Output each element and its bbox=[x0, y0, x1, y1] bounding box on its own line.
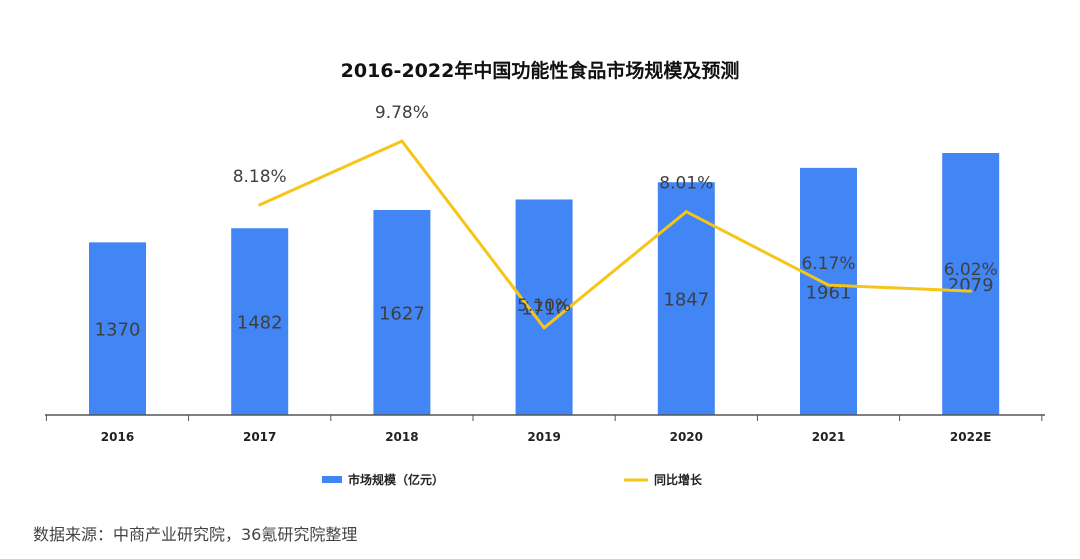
growth-value-label: 6.02% bbox=[944, 260, 998, 280]
growth-point bbox=[400, 139, 404, 143]
bar-value-label: 1370 bbox=[95, 320, 141, 341]
bar bbox=[373, 209, 431, 415]
growth-value-label: 5.10% bbox=[517, 296, 571, 316]
x-tick-label: 2017 bbox=[243, 430, 276, 444]
bar-value-label: 1627 bbox=[379, 303, 425, 324]
bar-value-label: 1482 bbox=[237, 313, 283, 334]
growth-line bbox=[259, 139, 971, 330]
x-tick-label: 2018 bbox=[385, 430, 418, 444]
growth-point bbox=[542, 326, 546, 330]
growth-point bbox=[684, 210, 688, 214]
bar bbox=[800, 167, 857, 415]
x-tick-label: 2019 bbox=[527, 430, 560, 444]
chart-title: 2016-2022年中国功能性食品市场规模及预测 bbox=[340, 60, 740, 82]
growth-value-label: 9.78% bbox=[375, 103, 429, 123]
x-tick-label: 2021 bbox=[812, 430, 845, 444]
bar-value-label: 1961 bbox=[806, 282, 852, 303]
source-note: 数据来源：中商产业研究院，36氪研究院整理 bbox=[33, 525, 358, 544]
x-tick-label: 2022E bbox=[950, 430, 992, 444]
x-tick-label: 2020 bbox=[670, 430, 703, 444]
growth-value-label: 8.01% bbox=[659, 174, 713, 194]
bar bbox=[89, 242, 146, 415]
x-tick-label: 2016 bbox=[101, 430, 134, 444]
legend-swatch-bar bbox=[322, 476, 342, 483]
bar-value-label: 1847 bbox=[663, 290, 709, 311]
bar bbox=[942, 153, 1000, 415]
growth-point bbox=[827, 283, 830, 287]
legend-label-bar: 市场规模（亿元） bbox=[348, 472, 444, 487]
growth-value-label: 6.17% bbox=[801, 254, 855, 274]
growth-point bbox=[969, 289, 973, 293]
bar bbox=[231, 228, 289, 415]
growth-value-label: 8.18% bbox=[233, 167, 287, 187]
legend-label-line: 同比增长 bbox=[654, 472, 703, 487]
growth-point bbox=[258, 203, 262, 207]
bar bbox=[515, 199, 573, 415]
